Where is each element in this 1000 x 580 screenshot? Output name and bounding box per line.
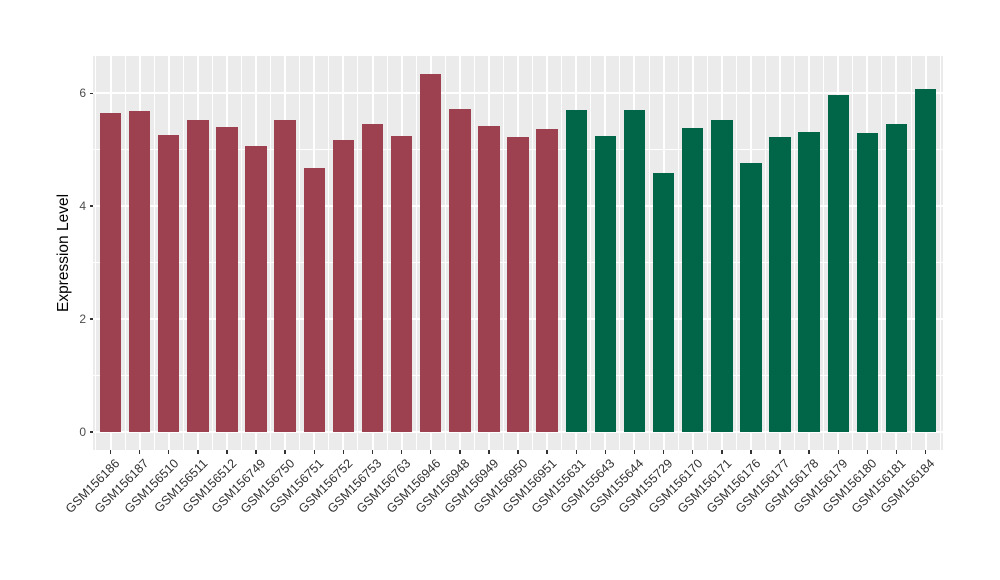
gridline-vertical-minor [502, 56, 504, 450]
bar-GSM156170 [681, 128, 704, 432]
x-axis-tick [721, 450, 723, 454]
x-axis-tick [138, 450, 141, 454]
bar-GSM156187 [128, 110, 151, 432]
bar-GSM156752 [332, 140, 355, 432]
x-axis-tick [575, 450, 577, 454]
bar-GSM155643 [594, 136, 617, 432]
x-axis-tick [633, 450, 636, 454]
gridline-vertical-minor [415, 56, 417, 450]
gridline-vertical-minor [706, 56, 708, 450]
bar-GSM156179 [827, 94, 849, 432]
gridline-vertical-minor [939, 56, 941, 450]
gridline-vertical-minor [648, 56, 650, 450]
x-axis-tick [167, 450, 170, 454]
gridline-vertical-minor [444, 56, 446, 450]
x-axis-tick [400, 450, 403, 454]
x-axis-tick [517, 450, 519, 454]
gridline-vertical-minor [299, 56, 301, 450]
bar-GSM156763 [390, 136, 413, 432]
bar-GSM156176 [740, 162, 762, 432]
bar-GSM156510 [157, 134, 180, 432]
x-axis-tick [546, 450, 548, 454]
x-axis-tick [459, 450, 461, 454]
bar-GSM156951 [536, 128, 558, 432]
bar-GSM156946 [419, 74, 442, 432]
y-axis-tick [89, 318, 93, 320]
x-axis-tick [284, 450, 286, 454]
gridline-vertical-minor [357, 56, 359, 450]
gridline-vertical-minor [124, 56, 126, 450]
x-axis-tick [255, 450, 257, 454]
gridline-vertical-minor [881, 56, 883, 450]
gridline-vertical-minor [619, 56, 621, 450]
y-tick-label: 6 [79, 86, 86, 101]
gridline-vertical-minor [270, 56, 272, 450]
gridline-vertical-minor [532, 56, 534, 450]
x-axis-tick [342, 450, 345, 454]
x-axis-tick [837, 450, 839, 454]
bar-GSM156949 [478, 126, 500, 432]
gridline-vertical-minor [473, 56, 475, 450]
y-axis-tick [89, 431, 93, 433]
y-tick-label: 4 [79, 199, 86, 214]
x-axis-tick [895, 450, 898, 454]
bar-GSM156184 [914, 89, 937, 432]
gridline-vertical-minor [735, 56, 737, 450]
y-axis-tick [89, 205, 93, 207]
bar-GSM156753 [361, 124, 384, 432]
bar-GSM156948 [449, 108, 471, 432]
x-axis-tick [866, 450, 869, 454]
bar-GSM156177 [769, 137, 791, 432]
plot-panel [93, 56, 943, 450]
x-axis-tick [779, 450, 781, 454]
gridline-vertical-minor [764, 56, 766, 450]
x-axis-tick [429, 450, 432, 454]
bar-GSM156750 [274, 120, 296, 432]
y-tick-label: 2 [79, 312, 86, 326]
x-axis-tick [604, 450, 607, 454]
bar-GSM155644 [623, 110, 646, 432]
gridline-vertical-minor [182, 56, 184, 450]
y-axis-tick [89, 92, 93, 94]
x-axis-tick [313, 450, 315, 454]
gridline-vertical-minor [823, 56, 825, 450]
bar-GSM156186 [99, 113, 122, 432]
x-axis-tick [226, 450, 228, 454]
x-axis-tick [750, 450, 752, 454]
gridline-vertical-minor [211, 56, 213, 450]
gridline-vertical-minor [241, 56, 242, 450]
bar-GSM156512 [216, 127, 238, 432]
gridline-vertical-minor [794, 56, 795, 450]
gridline-vertical-minor [328, 56, 330, 450]
x-axis-tick [109, 450, 112, 454]
x-axis-tick [371, 450, 374, 454]
x-axis-tick [691, 450, 694, 454]
bar-GSM156751 [303, 167, 325, 432]
x-axis-tick [197, 450, 199, 454]
gridline-vertical-minor [910, 56, 912, 450]
bar-GSM156180 [856, 133, 879, 432]
bar-GSM156171 [711, 120, 733, 432]
gridline-horizontal-major [93, 92, 943, 95]
x-axis-tick [662, 450, 665, 454]
bar-GSM156178 [798, 131, 820, 432]
x-axis-tick [808, 450, 810, 454]
gridline-vertical-minor [95, 56, 97, 450]
bar-GSM155729 [652, 172, 675, 432]
gridline-vertical-minor [561, 56, 563, 450]
gridline-vertical-minor [590, 56, 592, 450]
bar-GSM156181 [885, 123, 908, 432]
gridline-vertical-minor [386, 56, 388, 450]
x-axis-tick [488, 450, 490, 454]
x-axis-tick [924, 450, 927, 454]
gridline-vertical-minor [852, 56, 854, 450]
bar-GSM156950 [507, 137, 529, 432]
bar-GSM156749 [245, 146, 267, 432]
bar-GSM156511 [187, 120, 209, 432]
gridline-vertical-minor [677, 56, 679, 450]
gridline-vertical-minor [153, 56, 155, 450]
bar-GSM155631 [565, 109, 587, 432]
y-tick-label: 0 [79, 424, 86, 439]
